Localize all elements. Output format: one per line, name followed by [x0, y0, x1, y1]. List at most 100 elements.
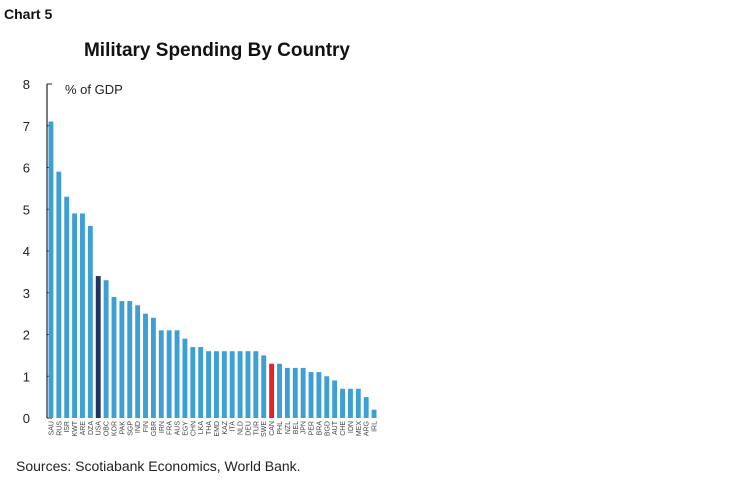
bar-arg — [363, 397, 369, 419]
bar-bel — [292, 367, 298, 418]
x-tick-label-phl: PHL — [277, 421, 284, 435]
bar-che — [340, 388, 345, 418]
chart-title: Military Spending By Country — [83, 40, 351, 61]
chart-label: Chart 5 — [4, 6, 53, 22]
bar-sau — [48, 121, 54, 418]
x-tick-label-jpn: JPN — [301, 421, 308, 434]
bar-nld — [237, 351, 243, 418]
x-tick-label-irn: IRN — [159, 421, 166, 433]
x-tick-label-kor: KOR — [111, 421, 118, 436]
x-tick-label-obc: OBC — [104, 421, 111, 436]
bar-kaz — [221, 351, 227, 418]
bar-rus — [56, 171, 62, 418]
x-tick-label-nld: NLD — [238, 421, 245, 435]
x-tick-label-sgp: SGP — [127, 421, 134, 436]
bar-fin — [143, 313, 148, 419]
bar-kwt — [72, 213, 78, 418]
y-tick-label: 0 — [23, 411, 30, 426]
bar-nzl — [284, 367, 290, 418]
bar-ita — [229, 351, 235, 418]
x-tick-label-egy: EGY — [182, 421, 189, 436]
x-tick-label-fra: FRA — [167, 421, 174, 435]
x-tick-label-tur: TUR — [253, 421, 260, 435]
y-tick-label: 7 — [23, 119, 30, 134]
bar-aut — [332, 380, 338, 418]
y-tick-label: 6 — [23, 161, 30, 176]
bar-per — [308, 372, 314, 418]
x-tick-label-sau: SAU — [48, 421, 55, 435]
x-tick-label-che: CHE — [340, 421, 347, 436]
x-tick-label-can: CAN — [269, 421, 276, 436]
bar-deu — [245, 351, 251, 418]
source-note: Sources: Scotiabank Economics, World Ban… — [16, 458, 301, 474]
bar-gbr — [150, 317, 156, 418]
bar-phl — [277, 363, 282, 418]
y-axis-label: % of GDP — [65, 82, 123, 97]
bar-emd — [214, 351, 219, 418]
y-tick-label: 2 — [23, 328, 30, 343]
bar-irl — [371, 409, 377, 418]
bar-bra — [316, 372, 322, 418]
x-tick-label-nzl: NZL — [285, 421, 292, 434]
x-tick-label-lka: LKA — [198, 421, 205, 435]
bar-lka — [198, 347, 204, 418]
x-tick-label-per: PER — [309, 421, 316, 435]
x-tick-label-bel: BEL — [293, 421, 300, 434]
x-tick-label-swe: SWE — [261, 421, 268, 437]
bar-tur — [253, 351, 259, 418]
bar-aus — [174, 330, 180, 418]
y-axis: 0 1 2 3 4 5 6 7 8 — [23, 77, 52, 426]
x-tick-label-bra: BRA — [316, 421, 323, 436]
y-tick-label: 1 — [23, 369, 30, 384]
x-tick-label-arg: ARG — [364, 421, 371, 436]
bar-obc — [103, 280, 109, 418]
bar-irn — [158, 330, 164, 418]
x-tick-label-mex: MEX — [356, 421, 363, 437]
bar-bgd — [324, 376, 330, 418]
y-tick-label: 4 — [23, 244, 30, 259]
x-tick-label-rus: RUS — [56, 421, 63, 436]
bar-usa — [95, 276, 101, 418]
y-tick-label: 3 — [23, 286, 30, 301]
bar-chn — [190, 347, 196, 418]
bar-dza — [87, 225, 93, 418]
bar-kor — [111, 296, 117, 418]
bar-isr — [64, 196, 70, 418]
bar-fra — [166, 330, 172, 418]
x-tick-label-isr: ISR — [64, 421, 71, 433]
x-tick-label-bgd: BGD — [324, 421, 331, 436]
x-tick-label-tha: THA — [206, 421, 213, 435]
y-tick-label: 5 — [23, 202, 30, 217]
x-tick-label-ind: IND — [135, 421, 142, 433]
x-tick-label-chn: CHN — [190, 421, 197, 436]
x-tick-label-aus: AUS — [175, 421, 182, 436]
x-tick-label-deu: DEU — [245, 421, 252, 436]
x-tick-label-usa: USA — [96, 421, 103, 436]
bar-are — [80, 213, 85, 418]
bar-can — [269, 363, 275, 418]
x-tick-label-gbr: GBR — [151, 421, 158, 436]
x-tick-label-idn: IDN — [348, 421, 355, 433]
x-tick-label-are: ARE — [80, 421, 87, 436]
x-tick-label-dza: DZA — [88, 421, 95, 435]
bars — [48, 121, 377, 419]
bar-idn — [347, 388, 353, 418]
x-tick-label-emd: EMD — [214, 421, 221, 437]
x-tick-label-fin: FIN — [143, 421, 150, 432]
x-tick-label-pak: PAK — [119, 421, 126, 435]
x-axis-labels: SAU RUS ISR KWT ARE DZA USA OBC KOR PAK SGP IND FIN G… — [48, 420, 378, 437]
bar-swe — [261, 355, 267, 419]
bar-pak — [119, 301, 125, 418]
y-tick-label: 8 — [23, 77, 30, 92]
bar-ind — [135, 305, 141, 418]
bar-sgp — [127, 301, 133, 418]
x-tick-label-kaz: KAZ — [222, 420, 229, 434]
x-tick-label-irl: IRL — [372, 421, 379, 432]
bar-tha — [206, 351, 212, 418]
bar-jpn — [300, 367, 306, 418]
x-tick-label-kwt: KWT — [72, 420, 79, 436]
x-tick-label-ita: ITA — [230, 421, 237, 432]
bar-mex — [355, 388, 361, 418]
bar-egy — [182, 338, 188, 418]
